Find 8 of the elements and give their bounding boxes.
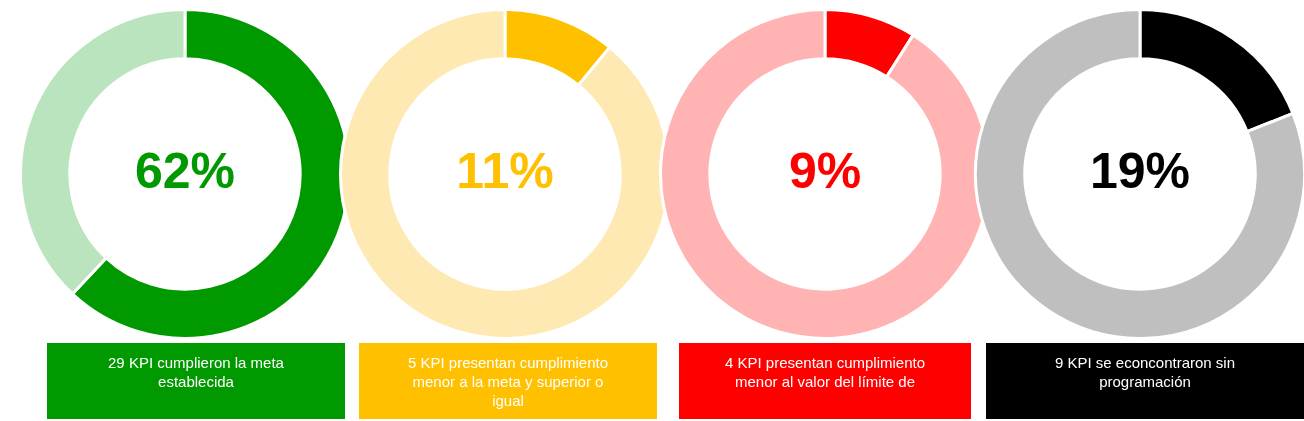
text: 29 KPI cumplieron la meta establecida (47, 343, 345, 419)
text: 11% (456, 142, 554, 199)
text: 5 KPI presentan cumplimiento menor a la meta y superior o igual (359, 343, 657, 419)
text: 19% (1089, 142, 1191, 199)
text: 62% (134, 142, 236, 199)
text: 9 KPI se econcontraron sin programación (986, 343, 1304, 419)
text: 9% (788, 142, 862, 199)
text: 4 KPI presentan cumplimiento menor al valor del límite de (679, 343, 971, 419)
